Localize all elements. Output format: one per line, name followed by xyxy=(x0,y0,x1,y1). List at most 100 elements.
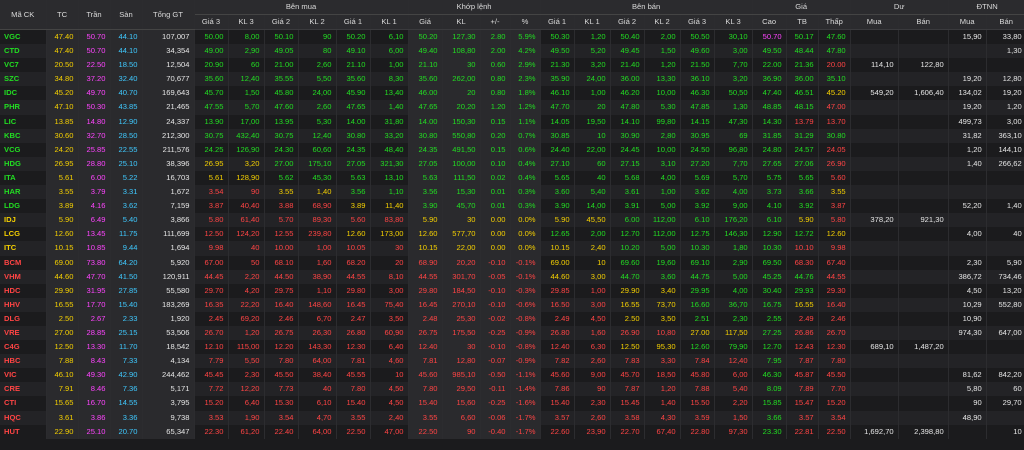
table-row[interactable]: HDC 29.90 31.95 27.85 55,580 29.70 4,20 29.75 1,… xyxy=(0,283,1024,298)
cell-symbol[interactable]: HBC xyxy=(0,354,47,369)
cell-symbol[interactable]: HAR xyxy=(0,185,47,200)
cell-buy-price-3: 16.35 xyxy=(194,297,229,312)
table-row[interactable]: HHV 16.55 17.70 15.40 183,269 16.35 22,20 16.40… xyxy=(0,297,1024,312)
cell-symbol[interactable]: SZC xyxy=(0,72,47,87)
cell-symbol[interactable]: HDG xyxy=(0,156,47,171)
table-row[interactable]: VCG 24.20 25.85 22.55 211,576 24.25 126,90 24.3… xyxy=(0,142,1024,157)
header-match-volume[interactable]: KL xyxy=(442,14,481,30)
header-tc[interactable]: TC xyxy=(46,0,79,30)
cell-match-volume: 108,80 xyxy=(442,44,481,59)
table-row[interactable]: LCG 12.60 13.45 11.75 111,699 12.50 124,20 12.5… xyxy=(0,227,1024,242)
cell-symbol[interactable]: CTD xyxy=(0,44,47,59)
cell-symbol[interactable]: IDJ xyxy=(0,213,47,228)
header-sell-gia3[interactable]: Giá 3 xyxy=(680,14,715,30)
cell-symbol[interactable]: ITC xyxy=(0,241,47,256)
cell-buy-vol-1: 6,10 xyxy=(370,29,409,45)
header-tong-gt[interactable]: Tổng GT xyxy=(142,0,195,30)
cell-symbol[interactable]: ITA xyxy=(0,170,47,186)
table-row[interactable]: LIC 13.85 14.80 12.90 24,337 13.90 17,00 13.95 5… xyxy=(0,114,1024,129)
header-buy-kl2[interactable]: KL 2 xyxy=(298,14,337,30)
table-row[interactable]: SZC 34.80 37.20 32.40 70,677 35.60 12,40 35.55 5… xyxy=(0,72,1024,87)
cell-sell-vol-2: 112,00 xyxy=(644,213,681,228)
cell-symbol[interactable]: HUT xyxy=(0,424,47,439)
cell-symbol[interactable]: VIC xyxy=(0,368,47,383)
table-row[interactable]: LDG 3.89 4.16 3.62 7,159 3.87 40,40 3.88 68,90 3.… xyxy=(0,199,1024,214)
table-row[interactable]: IDJ 5.90 6.49 5.40 3,866 5.80 61,40 5.70 89,30 5.… xyxy=(0,213,1024,228)
header-buy-gia2[interactable]: Giá 2 xyxy=(264,14,299,30)
table-row[interactable]: KBC 30.60 32.70 28.50 212,300 30.75 432,40 30.7… xyxy=(0,128,1024,143)
table-row[interactable]: HUT 22.90 25.10 20.70 65,347 22.30 61,20 22.40 6… xyxy=(0,424,1024,439)
cell-buy-price-2: 47.60 xyxy=(264,100,299,115)
table-row[interactable]: HAR 3.55 3.79 3.31 1,672 3.54 90 3.55 1,40 3.56 1,… xyxy=(0,185,1024,200)
table-row[interactable]: VIC 46.10 49.30 42.90 244,462 45.45 2,30 45.50 3… xyxy=(0,368,1024,383)
cell-symbol[interactable]: HQC xyxy=(0,410,47,425)
cell-match-change: 0.20 xyxy=(480,128,511,143)
cell-symbol[interactable]: DLG xyxy=(0,311,47,326)
cell-buy-vol-1: 30 xyxy=(370,241,409,256)
cell-foreign-buy: 499,73 xyxy=(948,114,987,129)
cell-symbol[interactable]: VHM xyxy=(0,269,47,284)
table-row[interactable]: VC7 20.50 22.50 18.50 12,504 20.90 60 21.00 2,60… xyxy=(0,58,1024,73)
cell-symbol[interactable]: PHR xyxy=(0,100,47,115)
table-row[interactable]: CRE 7.91 8.46 7.36 5,171 7.72 12,20 7.73 40 7.80 4… xyxy=(0,382,1024,397)
table-row[interactable]: HDG 26.95 28.80 25.10 38,396 26.95 3,20 27.00 17… xyxy=(0,156,1024,171)
header-high[interactable]: Cao xyxy=(752,14,787,30)
cell-surplus-buy xyxy=(850,29,899,45)
table-row[interactable]: ITA 5.61 6.00 5.22 16,703 5.61 128,90 5.62 45,30… xyxy=(0,170,1024,186)
header-sell-gia1[interactable]: Giá 1 xyxy=(540,14,575,30)
header-match-change[interactable]: +/- xyxy=(480,14,511,30)
header-sell-gia2[interactable]: Giá 2 xyxy=(610,14,645,30)
table-row[interactable]: HQC 3.61 3.86 3.36 9,738 3.53 1,90 3.54 4,70 3.55… xyxy=(0,410,1024,425)
table-row[interactable]: BCM 69.00 73.80 64.20 5,920 67.00 50 68.10 1,60 6… xyxy=(0,255,1024,270)
table-row[interactable]: ITC 10.15 10.85 9.44 1,694 9.98 40 10.00 1,00 10.… xyxy=(0,241,1024,256)
header-dtnn-mua[interactable]: Mua xyxy=(948,14,987,30)
table-row[interactable]: DLG 2.50 2.67 2.33 1,920 2.45 69,20 2.46 6,70 2.4… xyxy=(0,311,1024,326)
header-sell-kl1[interactable]: KL 1 xyxy=(574,14,611,30)
header-buy-gia3[interactable]: Giá 3 xyxy=(194,14,229,30)
table-row[interactable]: CTI 15.65 16.70 14.55 3,795 15.20 6,40 15.30 6,1… xyxy=(0,396,1024,411)
header-sell-kl3[interactable]: KL 3 xyxy=(714,14,753,30)
cell-symbol[interactable]: KBC xyxy=(0,128,47,143)
header-buy-kl3[interactable]: KL 3 xyxy=(228,14,265,30)
header-tran[interactable]: Trần xyxy=(78,0,111,30)
table-row[interactable]: VHM 44.60 47.70 41.50 120,911 44.45 2,20 44.50 3… xyxy=(0,269,1024,284)
cell-foreign-sell: 12,80 xyxy=(986,72,1024,87)
cell-symbol[interactable]: LIC xyxy=(0,114,47,129)
table-row[interactable]: C4G 12.50 13.30 11.70 18,542 12.10 115,00 12.20… xyxy=(0,340,1024,355)
header-du-mua[interactable]: Mua xyxy=(850,14,899,30)
cell-symbol[interactable]: LDG xyxy=(0,199,47,214)
cell-symbol[interactable]: HDC xyxy=(0,283,47,298)
header-match-price[interactable]: Giá xyxy=(408,14,443,30)
cell-symbol[interactable]: CRE xyxy=(0,382,47,397)
cell-symbol[interactable]: LCG xyxy=(0,227,47,242)
header-low[interactable]: Thấp xyxy=(818,14,851,30)
cell-symbol[interactable]: BCM xyxy=(0,255,47,270)
cell-sell-vol-3: 2,90 xyxy=(714,255,753,270)
cell-match-volume: 30 xyxy=(442,340,481,355)
cell-match-price: 21.10 xyxy=(408,58,443,73)
cell-symbol[interactable]: C4G xyxy=(0,340,47,355)
header-avg[interactable]: TB xyxy=(786,14,819,30)
cell-match-change: -0.10 xyxy=(480,297,511,312)
header-buy-gia1[interactable]: Giá 1 xyxy=(336,14,371,30)
header-san[interactable]: Sàn xyxy=(110,0,143,30)
table-row[interactable]: VRE 27.00 28.85 25.15 53,506 26.70 1,20 26.75 26… xyxy=(0,325,1024,341)
cell-symbol[interactable]: IDC xyxy=(0,86,47,101)
table-row[interactable]: HBC 7.88 8.43 7.33 4,134 7.79 5,50 7.80 64,00 7.8… xyxy=(0,354,1024,369)
table-row[interactable]: PHR 47.10 50.30 43.85 21,465 47.55 5,70 47.60 2,… xyxy=(0,100,1024,115)
header-ma-ck[interactable]: Mã CK xyxy=(0,0,47,30)
cell-symbol[interactable]: VGC xyxy=(0,29,47,45)
header-du-ban[interactable]: Bán xyxy=(898,14,949,30)
header-dtnn-ban[interactable]: Bán xyxy=(986,14,1024,30)
table-row[interactable]: VGC 47.40 50.70 44.10 107,007 50.00 8,00 50.10 9… xyxy=(0,29,1024,45)
cell-symbol[interactable]: HHV xyxy=(0,297,47,312)
cell-symbol[interactable]: VC7 xyxy=(0,58,47,73)
table-row[interactable]: IDC 45.20 49.70 40.70 169,643 45.70 1,50 45.80 2… xyxy=(0,86,1024,101)
header-match-percent[interactable]: % xyxy=(510,14,541,30)
header-buy-kl1[interactable]: KL 1 xyxy=(370,14,409,30)
cell-symbol[interactable]: VRE xyxy=(0,325,47,341)
header-sell-kl2[interactable]: KL 2 xyxy=(644,14,681,30)
cell-symbol[interactable]: CTI xyxy=(0,396,47,411)
table-row[interactable]: CTD 47.40 50.70 44.10 34,354 49.00 2,90 49.05 80… xyxy=(0,44,1024,59)
cell-symbol[interactable]: VCG xyxy=(0,142,47,157)
